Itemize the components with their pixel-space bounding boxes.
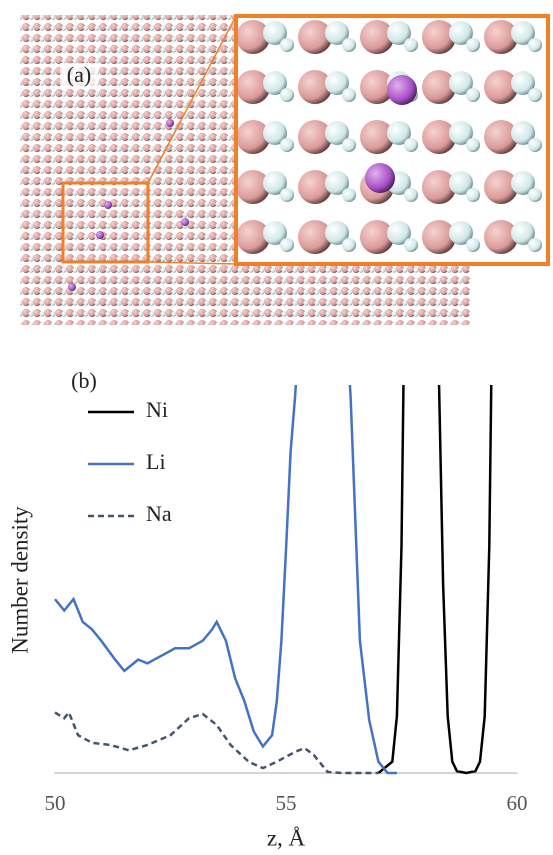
- sodium-atom: [68, 283, 76, 291]
- inset-atoms: [236, 16, 548, 264]
- sodium-atom: [96, 231, 104, 239]
- x-tick-label: 50: [45, 791, 66, 815]
- panel-label: (a): [67, 62, 91, 87]
- x-axis-label: z, Å: [267, 825, 306, 850]
- legend-label: Na: [146, 501, 172, 526]
- plot-area: [55, 319, 492, 773]
- y-axis-label: Number density: [7, 506, 32, 654]
- data-line: [378, 357, 491, 773]
- sodium-atom: [104, 201, 112, 209]
- data-line: [55, 319, 397, 773]
- data-line: [55, 713, 378, 774]
- x-tick-label: 55: [276, 791, 297, 815]
- sodium-atom: [181, 218, 189, 226]
- molecular-snapshot: (a): [20, 15, 548, 325]
- x-tick-label: 60: [507, 791, 528, 815]
- legend-label: Li: [146, 449, 166, 474]
- sodium-atom: [387, 75, 417, 105]
- sodium-atom: [365, 163, 395, 193]
- sodium-atom: [166, 119, 174, 127]
- legend-label: Ni: [146, 397, 168, 422]
- panel-label: (b): [71, 368, 97, 393]
- figure: (a) (b) Number density z, Å 50 55 60 Ni Li Na: [0, 0, 553, 855]
